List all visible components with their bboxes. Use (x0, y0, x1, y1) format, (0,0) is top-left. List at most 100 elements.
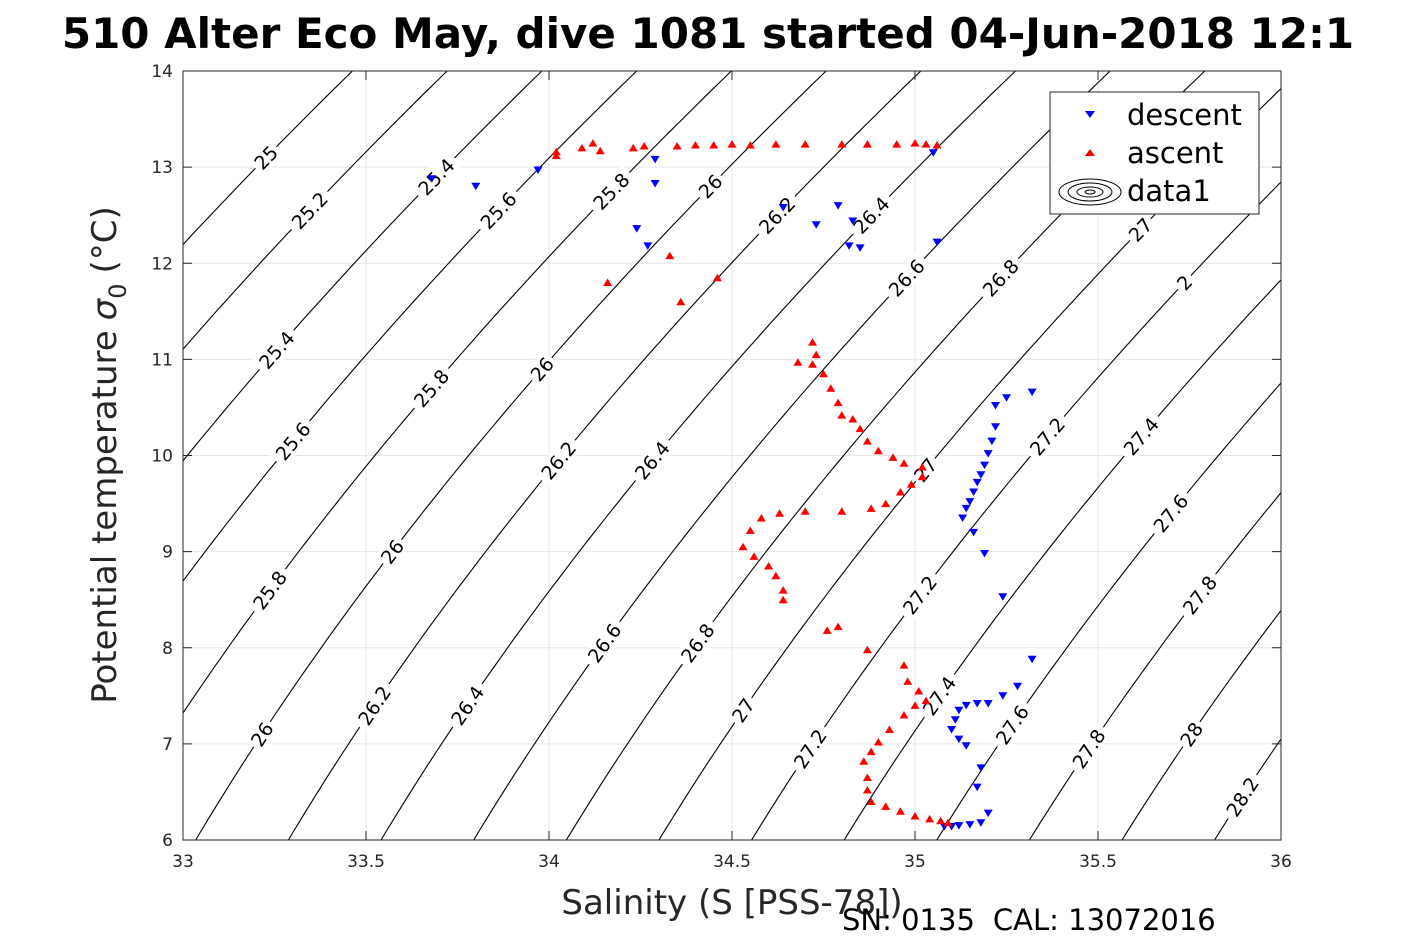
contour-label-bg (267, 414, 318, 469)
y-tick-labels: 6 7 8 9 10 11 12 13 14 (151, 62, 1281, 851)
ascent-point (826, 384, 836, 392)
ascent-point (899, 459, 909, 467)
ascent-point (833, 398, 843, 407)
ascent-point (862, 786, 872, 794)
x-tick-label: 35 (904, 852, 926, 872)
ascent-point (899, 711, 909, 719)
ascent-point (936, 816, 946, 825)
x-tick-label: 36 (1270, 852, 1292, 872)
ascent-point (837, 507, 847, 515)
contour-label-bg (374, 533, 411, 571)
ascent-point (855, 424, 865, 433)
chart-title: 510 Alter Eco May, dive 1081 started 04-… (62, 9, 1354, 58)
x-tick-label: 34.5 (713, 852, 751, 872)
y-axis-label-main: Potential temperature (85, 330, 125, 703)
descent-point (958, 514, 968, 522)
ascent-point (862, 140, 872, 148)
ascent-point (775, 509, 785, 517)
contour-label-bg (251, 322, 303, 377)
descent-point (972, 478, 982, 487)
ascent-point (895, 807, 905, 815)
legend-descent-label: descent (1127, 98, 1242, 132)
ascent-point (808, 360, 817, 368)
ascent-point (676, 297, 686, 306)
ascent-point (833, 622, 843, 631)
descent-point (976, 764, 986, 772)
contour-label-bg (974, 251, 1027, 305)
ascent-point (800, 140, 810, 148)
legend[interactable]: descent ascent data1 (1049, 91, 1260, 215)
descent-point (1027, 388, 1037, 397)
y-tick-label: 10 (151, 447, 173, 467)
descent-point (533, 166, 543, 174)
contour-label-group: 25.2 (283, 183, 336, 237)
footer-calibration: CAL: 13072016 (993, 903, 1216, 937)
ascent-point (628, 143, 638, 152)
descent-point (778, 204, 788, 212)
ascent-point (771, 140, 781, 148)
ascent-point (906, 480, 916, 488)
contour-line (473, 71, 1111, 840)
x-tick-label: 33.5 (347, 852, 385, 872)
ascent-point (873, 738, 883, 746)
descent-point (976, 819, 986, 827)
ascent-point (690, 141, 700, 149)
ascent-point (925, 814, 935, 823)
descent-point (427, 175, 437, 183)
contour-label-bg (845, 188, 898, 242)
ascent-point (727, 140, 737, 148)
contour-label-bg (1169, 268, 1199, 297)
descent-point (961, 504, 971, 513)
ascent-point (595, 146, 605, 155)
descent-point (833, 202, 843, 210)
ascent-point (709, 141, 719, 149)
contour-label-bg (523, 350, 561, 388)
ascent-point (800, 507, 810, 515)
ascent-point (756, 514, 766, 522)
ascent-point (859, 757, 869, 765)
contour-line (183, 71, 448, 351)
legend-data1-label: data1 (1127, 174, 1211, 208)
y-axis-sigma: σ (85, 297, 125, 320)
y-tick-label: 11 (151, 350, 173, 370)
footer-serial-calibration: SN: 0135 CAL: 13072016 (842, 903, 1216, 937)
ascent-point (577, 143, 587, 152)
descent-point (980, 550, 989, 558)
legend-data1-marker (1058, 178, 1122, 206)
descent-point (1013, 682, 1022, 691)
ascent-point (819, 369, 828, 378)
ascent-point (764, 562, 774, 570)
descent-point (965, 498, 975, 506)
descent-point (972, 783, 982, 792)
ascent-point (910, 139, 920, 147)
contour-line (183, 71, 733, 715)
ascent-point (639, 142, 649, 150)
descent-point (643, 242, 653, 250)
contour-label-bg (627, 433, 678, 488)
descent-point (848, 217, 858, 225)
ascent-point (895, 488, 905, 496)
x-tick-labels: 33 33.5 34 34.5 35 35.5 36 (172, 71, 1292, 872)
ascent-point (921, 696, 931, 705)
contour-label-bg (580, 615, 629, 671)
ascent-point (917, 463, 927, 471)
ascent-point (808, 338, 817, 346)
descent-point (471, 182, 481, 191)
ascent-point (910, 701, 920, 709)
descent-point (855, 244, 865, 252)
legend-ascent-label: ascent (1127, 136, 1223, 170)
contour-label-bg (673, 615, 722, 671)
y-tick-label: 6 (162, 831, 173, 851)
descent-point (950, 716, 960, 724)
descent-point (954, 822, 964, 830)
x-tick-label: 35.5 (1079, 852, 1117, 872)
ascent-point (738, 542, 748, 551)
ascent-point (665, 251, 675, 260)
contour-label-bg (786, 720, 834, 777)
contour-label-group: 2 (1169, 268, 1199, 297)
contour-label-bg (1218, 768, 1266, 825)
contour-label-bg (533, 433, 584, 488)
ascent-point (921, 140, 931, 148)
contour-label-bg (245, 562, 295, 618)
